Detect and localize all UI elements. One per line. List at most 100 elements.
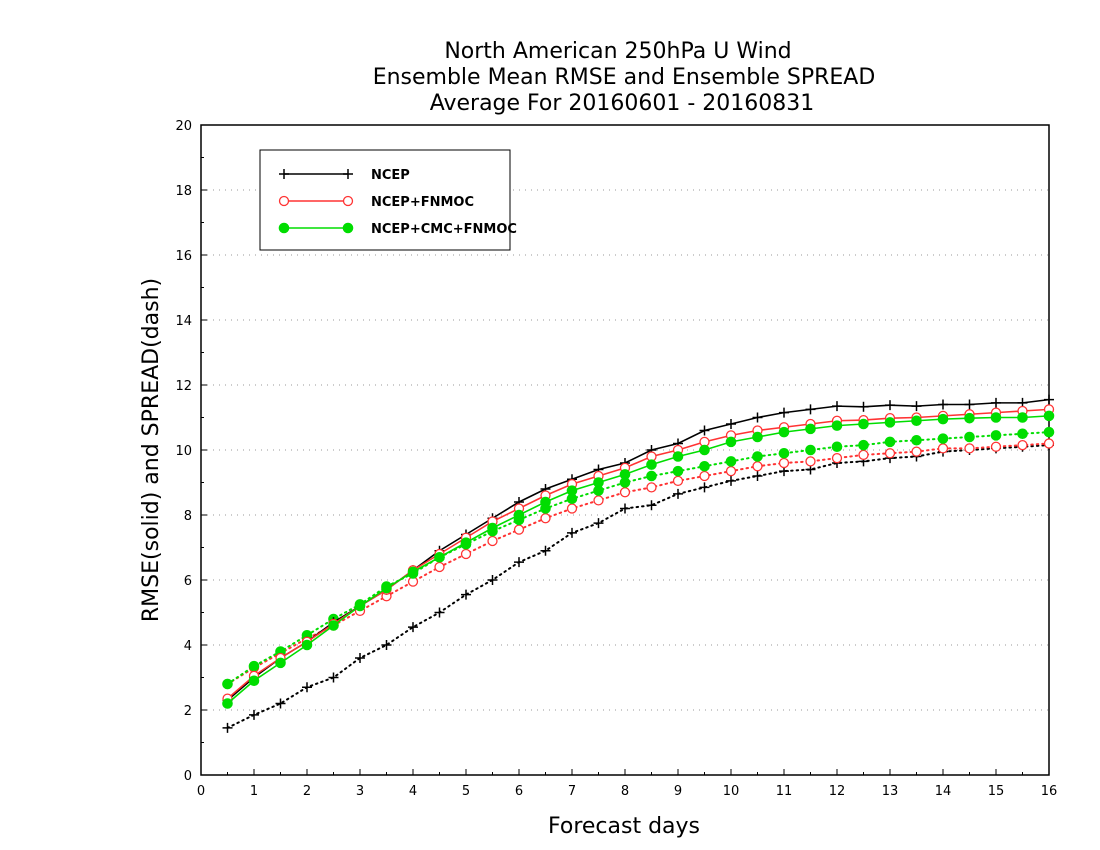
point-ncep-cmc-fnmoc-spread-16 (646, 470, 657, 482)
x-tick-label-15: 15 (988, 784, 1005, 799)
point-ncep-spread-4 (328, 672, 339, 683)
series-ncep-fnmoc-spread (222, 438, 1055, 690)
point-ncep-cmc-fnmoc-rmse-13 (566, 485, 578, 496)
series-ncep-rmse (222, 394, 1054, 706)
x-tick-label-8: 8 (621, 784, 629, 799)
point-ncep-spread-19 (726, 475, 736, 486)
y-tick-label-16: 16 (175, 249, 192, 264)
legend-box (259, 149, 511, 251)
point-ncep-cmc-fnmoc-spread-24 (858, 439, 869, 451)
x-tick-label-6: 6 (515, 784, 523, 799)
point-ncep-cmc-fnmoc-spread-22 (805, 444, 816, 456)
x-tick-label-1: 1 (250, 784, 258, 799)
point-ncep-rmse-27 (938, 399, 948, 410)
point-ncep-fnmoc-spread-8 (434, 561, 445, 573)
point-ncep-cmc-fnmoc-spread-21 (778, 447, 790, 459)
chart-title-line-3: Average For 20160601 - 20160831 (430, 91, 815, 116)
point-ncep-cmc-fnmoc-spread-0 (222, 678, 233, 690)
legend-marker-end-ncep-fnmoc (342, 195, 354, 207)
line-ncep-rmse (226, 398, 1050, 701)
point-ncep-fnmoc-spread-19 (725, 465, 737, 477)
point-ncep-fnmoc-spread-22 (805, 456, 816, 467)
point-ncep-fnmoc-spread-17 (672, 475, 684, 487)
point-ncep-spread-11 (514, 557, 524, 568)
point-ncep-fnmoc-spread-26 (911, 446, 922, 457)
point-ncep-rmse-22 (805, 404, 816, 415)
point-ncep-spread-18 (699, 482, 710, 493)
point-ncep-spread-16 (646, 500, 657, 511)
point-ncep-fnmoc-spread-29 (990, 441, 1002, 452)
point-ncep-spread-10 (487, 575, 498, 585)
y-tick-label-2: 2 (184, 704, 192, 719)
point-ncep-cmc-fnmoc-rmse-12 (540, 496, 551, 508)
point-ncep-spread-14 (593, 518, 604, 529)
x-tick-label-9: 9 (674, 784, 682, 799)
y-tick-label-14: 14 (175, 314, 192, 329)
point-ncep-cmc-fnmoc-rmse-28 (964, 412, 975, 424)
point-ncep-cmc-fnmoc-rmse-19 (725, 436, 737, 448)
point-ncep-fnmoc-spread-21 (778, 457, 790, 469)
point-ncep-cmc-fnmoc-rmse-10 (487, 522, 498, 534)
point-ncep-spread-15 (620, 503, 630, 514)
y-tick-label-18: 18 (175, 184, 192, 199)
x-tick-label-11: 11 (776, 784, 793, 799)
data-series (222, 394, 1055, 733)
legend-marker-start-ncep-cmc-fnmoc (278, 222, 290, 234)
point-ncep-fnmoc-spread-12 (540, 513, 551, 524)
point-ncep-cmc-fnmoc-rmse-2 (275, 657, 286, 669)
point-ncep-cmc-fnmoc-spread-18 (699, 460, 710, 472)
line-ncep-fnmoc-rmse (226, 408, 1050, 700)
x-tick-label-3: 3 (356, 784, 364, 799)
point-ncep-rmse-19 (726, 419, 736, 429)
point-ncep-fnmoc-spread-13 (566, 503, 578, 514)
point-ncep-cmc-fnmoc-spread-23 (831, 441, 843, 453)
legend: NCEP NCEP+FNMOC NCEP+CMC+FNMOC (259, 149, 517, 251)
x-tick-label-12: 12 (829, 784, 846, 799)
point-ncep-rmse-23 (832, 401, 842, 412)
axes: 0 1 2 3 4 5 6 7 8 9 10 11 12 13 14 15 160246810121416182… (175, 119, 1057, 799)
x-axis-label: Forecast days (548, 814, 700, 839)
legend-label-ncep-fnmoc: NCEP+FNMOC (371, 195, 474, 210)
y-tick-label-0: 0 (184, 769, 192, 784)
series-ncep-cmc-fnmoc-spread (222, 426, 1055, 690)
point-ncep-cmc-fnmoc-rmse-23 (831, 420, 843, 431)
point-ncep-spread-9 (461, 589, 471, 600)
point-ncep-fnmoc-spread-10 (487, 535, 498, 547)
point-ncep-cmc-fnmoc-rmse-25 (884, 417, 896, 428)
point-ncep-cmc-fnmoc-rmse-30 (1017, 412, 1028, 423)
point-ncep-fnmoc-spread-11 (513, 524, 525, 535)
point-ncep-rmse-21 (779, 407, 789, 418)
point-ncep-fnmoc-spread-24 (858, 449, 869, 461)
point-ncep-fnmoc-spread-14 (593, 495, 604, 506)
x-tick-label-5: 5 (462, 784, 470, 799)
x-tick-label-16: 16 (1041, 784, 1058, 799)
point-ncep-spread-12 (540, 545, 551, 556)
x-tick-label-4: 4 (409, 784, 417, 799)
chart-title-line-1: North American 250hPa U Wind (444, 39, 791, 64)
y-axis-label: RMSE(solid) and SPREAD(dash) (139, 278, 164, 622)
line-ncep-cmc-fnmoc-rmse (226, 415, 1050, 705)
point-ncep-cmc-fnmoc-rmse-24 (858, 418, 869, 430)
point-ncep-rmse-20 (752, 412, 763, 423)
point-ncep-cmc-fnmoc-rmse-6 (381, 582, 392, 594)
point-ncep-cmc-fnmoc-rmse-0 (222, 698, 233, 709)
point-ncep-cmc-fnmoc-spread-19 (725, 456, 737, 467)
point-ncep-cmc-fnmoc-rmse-26 (911, 415, 922, 427)
point-ncep-rmse-24 (858, 401, 869, 412)
x-tick-label-14: 14 (935, 784, 952, 799)
point-ncep-rmse-26 (911, 401, 922, 412)
point-ncep-cmc-fnmoc-spread-31 (1043, 426, 1055, 438)
y-tick-label-8: 8 (184, 509, 192, 524)
point-ncep-fnmoc-spread-9 (460, 548, 472, 560)
point-ncep-fnmoc-spread-30 (1017, 439, 1028, 451)
y-tick-label-12: 12 (175, 379, 192, 394)
point-ncep-cmc-fnmoc-rmse-8 (434, 551, 445, 563)
y-tick-label-10: 10 (175, 444, 192, 459)
point-ncep-cmc-fnmoc-spread-27 (937, 433, 949, 444)
point-ncep-spread-17 (673, 488, 683, 499)
point-ncep-spread-3 (302, 682, 312, 693)
x-tick-label-2: 2 (303, 784, 311, 799)
point-ncep-fnmoc-spread-16 (646, 482, 657, 493)
point-ncep-cmc-fnmoc-rmse-16 (646, 459, 657, 470)
